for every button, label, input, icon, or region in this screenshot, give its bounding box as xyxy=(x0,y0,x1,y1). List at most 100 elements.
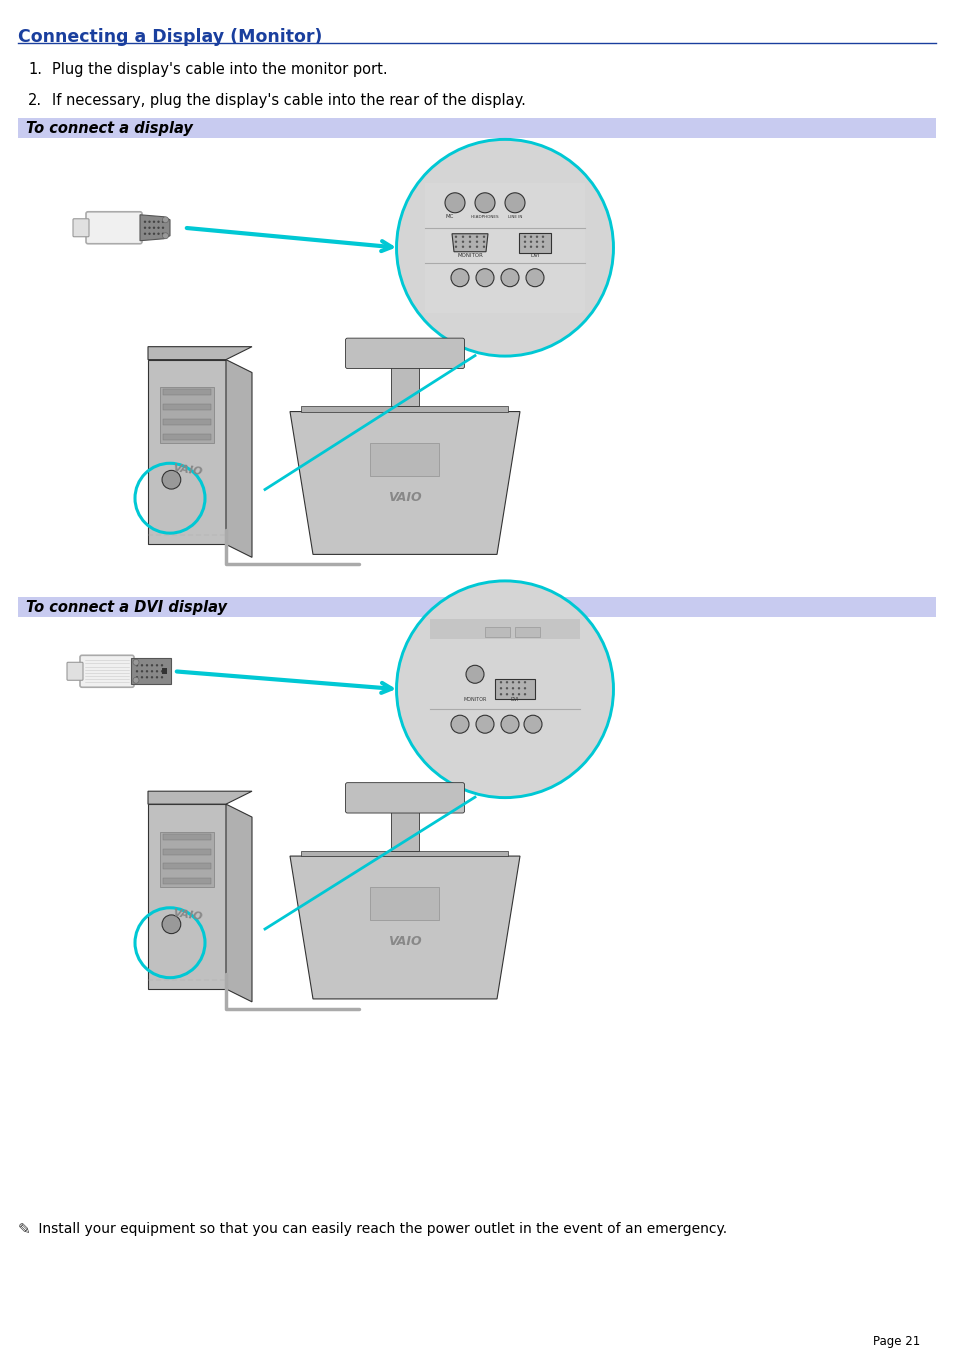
Text: ✎: ✎ xyxy=(18,1221,30,1236)
Circle shape xyxy=(141,676,143,678)
Circle shape xyxy=(151,676,153,678)
Circle shape xyxy=(155,665,158,666)
Circle shape xyxy=(152,227,155,228)
Text: 1.: 1. xyxy=(28,62,42,77)
Circle shape xyxy=(523,235,526,238)
FancyBboxPatch shape xyxy=(495,680,535,700)
Circle shape xyxy=(161,670,163,673)
Circle shape xyxy=(468,246,471,249)
FancyBboxPatch shape xyxy=(67,662,83,681)
Circle shape xyxy=(461,240,464,243)
Circle shape xyxy=(468,240,471,243)
FancyBboxPatch shape xyxy=(370,443,439,476)
Circle shape xyxy=(511,693,514,696)
Text: VAIO: VAIO xyxy=(388,935,421,948)
Circle shape xyxy=(148,227,151,228)
Circle shape xyxy=(475,193,495,212)
Circle shape xyxy=(517,693,519,696)
Circle shape xyxy=(146,670,148,673)
Circle shape xyxy=(482,246,485,249)
Circle shape xyxy=(135,670,138,673)
Circle shape xyxy=(162,232,169,239)
Circle shape xyxy=(421,890,425,894)
Circle shape xyxy=(132,659,139,665)
Circle shape xyxy=(536,246,537,249)
FancyBboxPatch shape xyxy=(370,888,439,920)
Circle shape xyxy=(161,665,163,666)
FancyBboxPatch shape xyxy=(86,212,142,243)
Circle shape xyxy=(476,240,477,243)
FancyBboxPatch shape xyxy=(148,359,226,544)
Circle shape xyxy=(476,235,477,238)
Circle shape xyxy=(162,915,180,934)
Text: If necessary, plug the display's cable into the rear of the display.: If necessary, plug the display's cable i… xyxy=(52,93,525,108)
Circle shape xyxy=(482,240,485,243)
Circle shape xyxy=(455,235,456,238)
FancyBboxPatch shape xyxy=(163,834,211,840)
Circle shape xyxy=(499,693,501,696)
Circle shape xyxy=(414,453,418,457)
Circle shape xyxy=(152,220,155,223)
Circle shape xyxy=(517,688,519,689)
Circle shape xyxy=(146,665,148,666)
Circle shape xyxy=(505,688,508,689)
Circle shape xyxy=(536,240,537,243)
Circle shape xyxy=(428,890,432,894)
FancyBboxPatch shape xyxy=(162,669,167,674)
Polygon shape xyxy=(290,412,519,554)
Circle shape xyxy=(421,459,425,463)
Circle shape xyxy=(455,246,456,249)
Circle shape xyxy=(505,693,508,696)
Circle shape xyxy=(421,453,425,457)
Circle shape xyxy=(148,232,151,235)
FancyBboxPatch shape xyxy=(484,627,510,638)
FancyBboxPatch shape xyxy=(148,804,226,989)
Circle shape xyxy=(523,246,526,249)
Circle shape xyxy=(523,240,526,243)
FancyBboxPatch shape xyxy=(163,419,211,426)
Circle shape xyxy=(461,235,464,238)
Polygon shape xyxy=(226,804,252,1002)
Circle shape xyxy=(451,269,469,286)
Circle shape xyxy=(465,665,483,684)
Circle shape xyxy=(428,453,432,457)
Circle shape xyxy=(157,232,159,235)
Circle shape xyxy=(144,227,146,228)
Circle shape xyxy=(162,216,169,223)
Circle shape xyxy=(499,688,501,689)
Circle shape xyxy=(444,193,464,212)
Circle shape xyxy=(529,246,532,249)
Circle shape xyxy=(135,676,138,678)
Circle shape xyxy=(428,446,432,450)
FancyBboxPatch shape xyxy=(18,118,935,138)
Circle shape xyxy=(397,141,612,354)
Circle shape xyxy=(428,904,432,908)
Circle shape xyxy=(151,665,153,666)
Text: VAIO: VAIO xyxy=(388,490,421,504)
Circle shape xyxy=(500,715,518,734)
Circle shape xyxy=(461,246,464,249)
Text: MC: MC xyxy=(445,213,454,219)
Circle shape xyxy=(476,715,494,734)
Circle shape xyxy=(428,459,432,463)
FancyBboxPatch shape xyxy=(131,658,171,684)
Circle shape xyxy=(468,235,471,238)
Circle shape xyxy=(162,470,180,489)
Circle shape xyxy=(476,246,477,249)
FancyBboxPatch shape xyxy=(159,832,214,888)
Text: Page 21: Page 21 xyxy=(872,1335,919,1347)
Polygon shape xyxy=(226,359,252,558)
Circle shape xyxy=(511,688,514,689)
Circle shape xyxy=(517,681,519,684)
Circle shape xyxy=(536,235,537,238)
FancyBboxPatch shape xyxy=(73,219,89,236)
Circle shape xyxy=(529,240,532,243)
Circle shape xyxy=(428,897,432,901)
Circle shape xyxy=(135,665,138,666)
Text: MONITOR: MONITOR xyxy=(456,253,482,258)
Circle shape xyxy=(157,220,159,223)
Circle shape xyxy=(152,232,155,235)
Circle shape xyxy=(414,897,418,901)
Polygon shape xyxy=(452,234,488,251)
Text: LINE IN: LINE IN xyxy=(507,215,521,219)
